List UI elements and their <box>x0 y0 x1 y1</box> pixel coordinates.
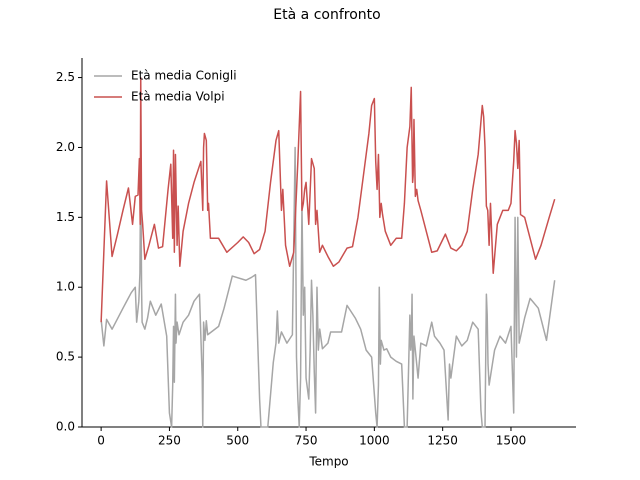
x-tick-label: 0 <box>97 434 105 448</box>
x-tick-label: 1500 <box>496 434 527 448</box>
x-tick-label: 750 <box>295 434 318 448</box>
chart-title: Età a confronto <box>273 7 380 23</box>
y-tick-label: 1.0 <box>56 280 75 294</box>
legend-label: Età media Volpi <box>131 90 225 104</box>
legend-label: Età media Conigli <box>131 69 237 83</box>
y-tick-label: 0.0 <box>56 420 75 434</box>
x-axis-label: Tempo <box>308 455 348 469</box>
y-tick-label: 1.5 <box>56 210 75 224</box>
y-tick-label: 2.0 <box>56 140 75 154</box>
x-tick-label: 1250 <box>427 434 458 448</box>
series-line <box>100 76 556 323</box>
x-tick-label: 1000 <box>359 434 390 448</box>
x-tick-label: 250 <box>158 434 181 448</box>
y-tick-label: 2.5 <box>56 70 75 84</box>
x-tick-label: 500 <box>226 434 249 448</box>
series-line <box>100 146 556 428</box>
y-tick-label: 0.5 <box>56 350 75 364</box>
